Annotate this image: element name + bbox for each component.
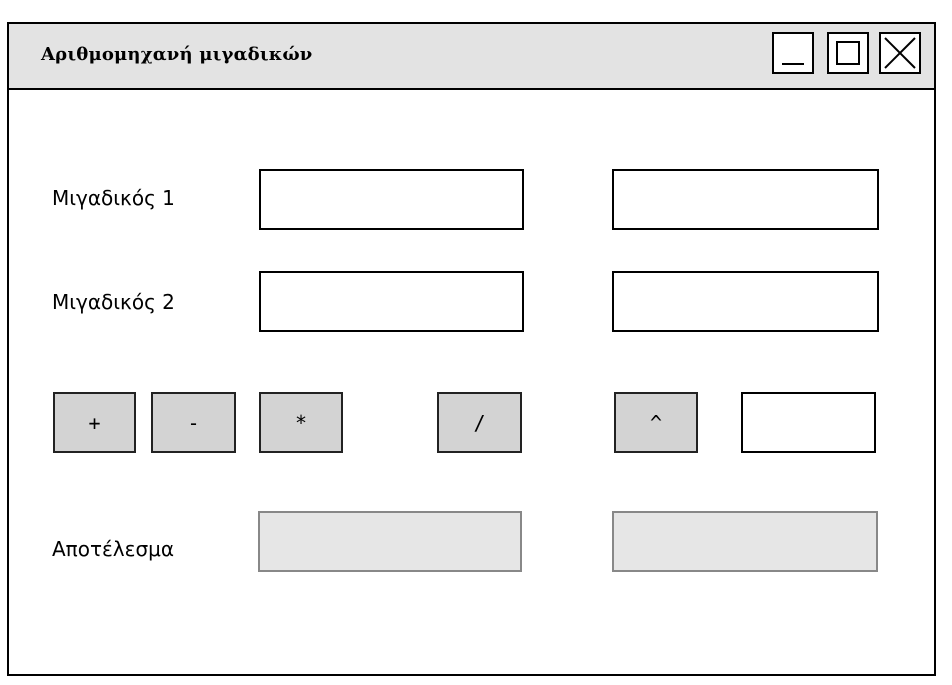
- complex1-label: Μιγαδικός 1: [52, 186, 175, 210]
- complex1-real-input[interactable]: [259, 169, 524, 230]
- add-button[interactable]: +: [53, 392, 136, 453]
- complex2-label: Μιγαδικός 2: [52, 290, 175, 314]
- calculator-window: Αριθμομηχανή μιγαδικών Μιγαδικός 1 Μιγαδ…: [7, 22, 936, 676]
- divide-button[interactable]: /: [437, 392, 522, 453]
- multiply-button[interactable]: *: [259, 392, 343, 453]
- result-imag-output: [612, 511, 878, 572]
- maximize-icon: [836, 41, 860, 65]
- close-icon: [884, 37, 916, 69]
- result-real-output: [258, 511, 522, 572]
- window-title: Αριθμομηχανή μιγαδικών: [41, 44, 313, 65]
- power-button[interactable]: ^: [614, 392, 698, 453]
- result-label: Αποτέλεσμα: [52, 537, 175, 561]
- close-button[interactable]: [879, 32, 921, 74]
- complex1-imag-input[interactable]: [612, 169, 879, 230]
- complex2-real-input[interactable]: [259, 271, 524, 332]
- minimize-icon: [782, 63, 804, 65]
- subtract-button[interactable]: -: [151, 392, 236, 453]
- minimize-button[interactable]: [772, 32, 814, 74]
- exponent-input[interactable]: [741, 392, 876, 453]
- complex2-imag-input[interactable]: [612, 271, 879, 332]
- title-bar: Αριθμομηχανή μιγαδικών: [9, 24, 934, 90]
- maximize-button[interactable]: [827, 32, 869, 74]
